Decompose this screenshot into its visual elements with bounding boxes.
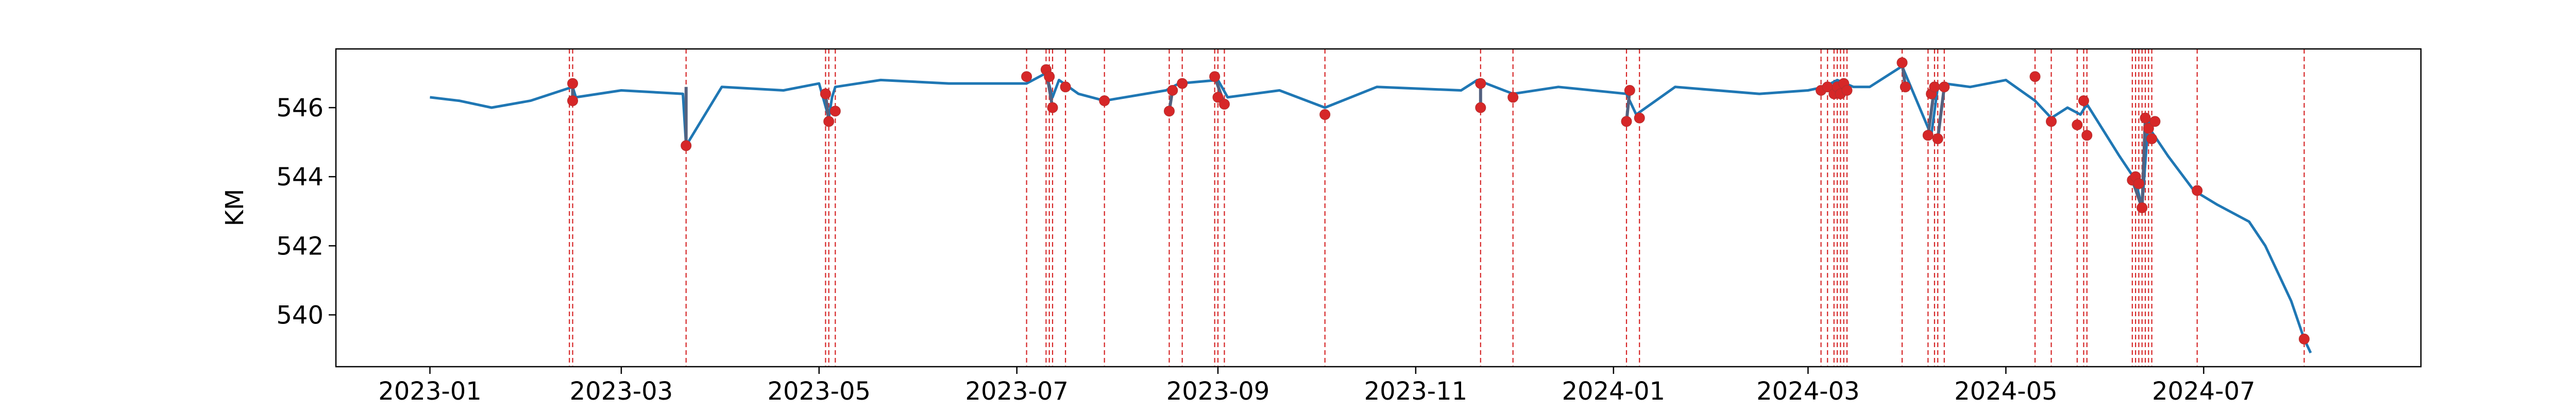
event-point: [567, 95, 578, 107]
event-point: [2140, 112, 2151, 124]
event-point: [829, 106, 841, 117]
y-tick-label: 546: [276, 94, 324, 123]
plot-frame: [335, 48, 2422, 368]
event-point: [2133, 178, 2144, 190]
event-point: [1900, 81, 1911, 93]
event-point: [1177, 78, 1188, 89]
event-point: [1060, 81, 1071, 93]
event-point: [1634, 112, 1645, 124]
event-point: [567, 78, 578, 89]
x-tick-label: 2023-09: [1166, 377, 1270, 406]
event-point: [2137, 202, 2148, 213]
event-point: [2149, 116, 2161, 127]
x-tick-label: 2023-05: [768, 377, 871, 406]
x-axis: 2023-01 2023-03 2023-05 2023-07 2023-09 2023-…: [378, 367, 2256, 406]
event-point: [1021, 71, 1032, 82]
event-point: [2046, 116, 2057, 127]
event-point: [1621, 116, 1632, 127]
event-point: [1319, 109, 1331, 120]
event-point: [1932, 133, 1943, 144]
event-point: [1167, 85, 1178, 96]
event-point: [1212, 92, 1224, 103]
event-link: [1936, 87, 1946, 139]
event-points: [567, 57, 2310, 345]
event-point: [1896, 57, 1908, 68]
event-point: [681, 140, 692, 151]
event-point: [1624, 85, 1635, 96]
event-point: [820, 88, 831, 99]
y-axis: 540 542 544 546: [276, 94, 336, 330]
event-link: [2140, 117, 2147, 208]
y-tick-label: 544: [276, 163, 324, 192]
event-point: [1841, 85, 1853, 96]
event-point: [1475, 78, 1486, 89]
y-tick-label: 542: [276, 232, 324, 261]
event-point: [2192, 185, 2203, 196]
event-point: [1047, 102, 1058, 113]
event-point: [1209, 71, 1221, 82]
event-point: [1475, 102, 1486, 113]
event-point: [2078, 95, 2089, 107]
event-point: [2072, 119, 2083, 130]
event-point: [2029, 71, 2041, 82]
y-axis-label: KM: [221, 189, 249, 227]
event-point: [2081, 130, 2093, 141]
x-tick-label: 2024-07: [2152, 377, 2256, 406]
x-tick-label: 2023-07: [965, 377, 1069, 406]
x-tick-label: 2023-03: [570, 377, 673, 406]
event-point: [2143, 123, 2154, 134]
x-tick-label: 2023-01: [378, 377, 482, 406]
x-tick-label: 2023-11: [1364, 377, 1468, 406]
x-tick-label: 2024-03: [1756, 377, 1860, 406]
event-point: [1507, 92, 1519, 103]
event-point: [1099, 95, 1110, 107]
event-point: [1219, 98, 1230, 110]
y-tick-label: 540: [276, 301, 324, 330]
x-tick-label: 2024-01: [1562, 377, 1666, 406]
event-point: [1922, 130, 1934, 141]
event-point: [1044, 71, 1055, 82]
event-point: [1939, 81, 1950, 93]
x-tick-label: 2024-05: [1954, 377, 2058, 406]
event-point: [823, 116, 835, 127]
event-point: [1929, 81, 1940, 93]
event-point: [2146, 133, 2158, 144]
event-point: [2298, 333, 2310, 345]
event-point: [1164, 106, 1175, 117]
